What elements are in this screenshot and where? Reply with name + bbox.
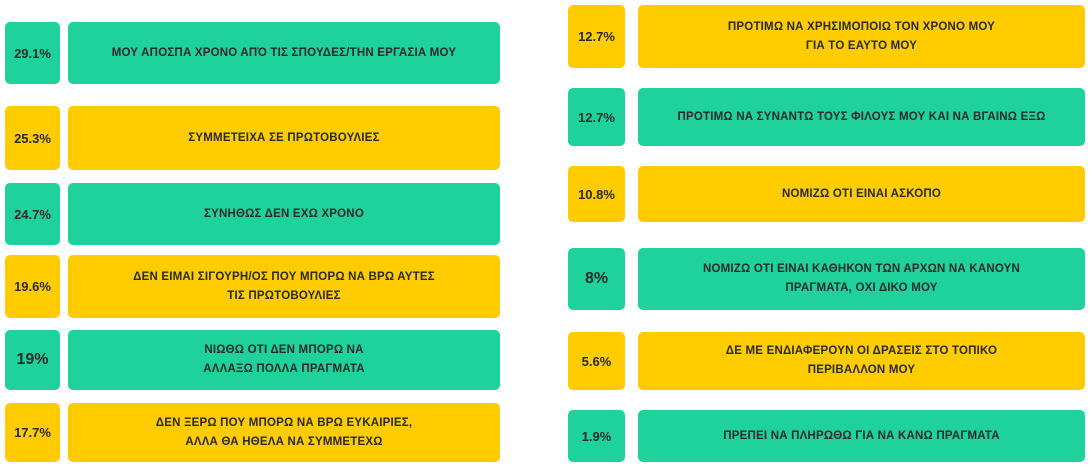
label-line: ΔΕΝ ΕΙΜΑΙ ΣΙΓΟΥΡΗ/ΟΣ ΠΟΥ ΜΠΟΡΩ ΝΑ ΒΡΩ ΑΥ… xyxy=(133,270,435,283)
label-box: ΝΟΜΙΖΩ ΟΤΙ ΕΙΝΑΙ ΚΑΘΗΚΟΝ ΤΩΝ ΑΡΧΩΝ ΝΑ ΚΑ… xyxy=(638,248,1085,310)
percent-box: 19% xyxy=(5,330,60,390)
label-line: ΑΛΛΑΞΩ ΠΟΛΛΑ ΠΡΑΓΜΑΤΑ xyxy=(203,363,365,375)
label-line: ΠΕΡΙΒΑΛΛΟΝ ΜΟΥ xyxy=(807,364,916,376)
label-box: ΔΕΝ ΞΕΡΩ ΠΟΥ ΜΠΟΡΩ ΝΑ ΒΡΩ ΕΥΚΑΙΡΙΕΣ, ΑΛΛΑ… xyxy=(68,403,500,462)
label-line: ΝΟΜΙΖΩ ΟΤΙ ΕΙΝΑΙ ΑΣΚΟΠΟ xyxy=(781,187,942,200)
label-line: ΝΙΩΘΩ ΟΤΙ ΔΕΝ ΜΠΟΡΩ ΝΑ xyxy=(204,344,364,356)
label-line: ΤΙΣ ΠΡΩΤΟΒΟΥΛΙΕΣ xyxy=(227,289,341,302)
percent-box: 12.7% xyxy=(568,5,625,68)
label-box: ΠΡΟΤΙΜΩ ΝΑ ΧΡΗΣΙΜΟΠΟΙΩ ΤΟΝ ΧΡΟΝΟ ΜΟΥ ΓΙΑ … xyxy=(638,5,1085,68)
label-box: ΠΡΕΠΕΙ ΝΑ ΠΛΗΡΩΘΩ ΓΙΑ ΝΑ ΚΑΝΩ ΠΡΑΓΜΑΤΑ xyxy=(638,410,1085,462)
percent-box: 25.3% xyxy=(5,106,60,170)
label-line: ΠΡΑΓΜΑΤΑ, ΟΧΙ ΔΙΚΟ ΜΟΥ xyxy=(785,282,938,294)
label-line: ΠΡΟΤΙΜΩ ΝΑ ΣΥΝΑΝΤΩ ΤΟΥΣ ΦΙΛΟΥΣ ΜΟΥ ΚΑΙ Ν… xyxy=(677,110,1046,123)
percent-box: 24.7% xyxy=(5,183,60,245)
label-box: ΝΟΜΙΖΩ ΟΤΙ ΕΙΝΑΙ ΑΣΚΟΠΟ xyxy=(638,166,1085,222)
label-line: ΜΟΥ ΑΠΟΣΠΑ ΧΡΟΝΟ ΑΠΌ ΤΙΣ ΣΠΟΥΔΕΣ/ΤΗΝ ΕΡΓ… xyxy=(111,46,457,59)
percent-box: 12.7% xyxy=(568,88,625,146)
label-box: ΔΕ ΜΕ ΕΝΔΙΑΦΕΡΟΥΝ ΟΙ ΔΡΑΣΕΙΣ ΣΤΟ ΤΟΠΙΚΟ Π… xyxy=(638,332,1085,390)
label-line: ΝΟΜΙΖΩ ΟΤΙ ΕΙΝΑΙ ΚΑΘΗΚΟΝ ΤΩΝ ΑΡΧΩΝ ΝΑ ΚΑ… xyxy=(702,263,1021,275)
label-line: ΠΡΕΠΕΙ ΝΑ ΠΛΗΡΩΘΩ ΓΙΑ ΝΑ ΚΑΝΩ ΠΡΑΓΜΑΤΑ xyxy=(723,429,1000,442)
percent-box: 8% xyxy=(568,248,625,310)
label-line: ΓΙΑ ΤΟ ΕΑΥΤΟ ΜΟΥ xyxy=(805,39,918,52)
percent-box: 5.6% xyxy=(568,332,625,390)
label-line: ΠΡΟΤΙΜΩ ΝΑ ΧΡΗΣΙΜΟΠΟΙΩ ΤΟΝ ΧΡΟΝΟ ΜΟΥ xyxy=(727,20,996,33)
label-box: ΣΥΝΗΘΩΣ ΔΕΝ ΕΧΩ ΧΡΟΝΟ xyxy=(68,183,500,245)
percent-box: 1.9% xyxy=(568,410,625,462)
percent-box: 10.8% xyxy=(568,166,625,222)
label-box: ΠΡΟΤΙΜΩ ΝΑ ΣΥΝΑΝΤΩ ΤΟΥΣ ΦΙΛΟΥΣ ΜΟΥ ΚΑΙ Ν… xyxy=(638,88,1085,146)
label-box: ΝΙΩΘΩ ΟΤΙ ΔΕΝ ΜΠΟΡΩ ΝΑ ΑΛΛΑΞΩ ΠΟΛΛΑ ΠΡΑΓΜ… xyxy=(68,330,500,390)
label-box: ΔΕΝ ΕΙΜΑΙ ΣΙΓΟΥΡΗ/ΟΣ ΠΟΥ ΜΠΟΡΩ ΝΑ ΒΡΩ ΑΥ… xyxy=(68,255,500,318)
label-box: ΜΟΥ ΑΠΟΣΠΑ ΧΡΟΝΟ ΑΠΌ ΤΙΣ ΣΠΟΥΔΕΣ/ΤΗΝ ΕΡΓ… xyxy=(68,22,500,84)
label-box: ΣΥΜΜΕΤΕΙΧΑ ΣΕ ΠΡΩΤΟΒΟΥΛΙΕΣ xyxy=(68,106,500,170)
label-line: ΑΛΛΑ ΘΑ ΗΘΕΛΑ ΝΑ ΣΥΜΜΕΤΕΧΩ xyxy=(185,435,383,448)
percent-box: 17.7% xyxy=(5,403,60,462)
label-line: ΣΥΝΗΘΩΣ ΔΕΝ ΕΧΩ ΧΡΟΝΟ xyxy=(204,207,364,220)
percent-box: 19.6% xyxy=(5,255,60,318)
label-line: ΔΕΝ ΞΕΡΩ ΠΟΥ ΜΠΟΡΩ ΝΑ ΒΡΩ ΕΥΚΑΙΡΙΕΣ, xyxy=(155,416,413,429)
label-line: ΔΕ ΜΕ ΕΝΔΙΑΦΕΡΟΥΝ ΟΙ ΔΡΑΣΕΙΣ ΣΤΟ ΤΟΠΙΚΟ xyxy=(725,345,998,357)
label-line: ΣΥΜΜΕΤΕΙΧΑ ΣΕ ΠΡΩΤΟΒΟΥΛΙΕΣ xyxy=(188,131,380,144)
percent-box: 29.1% xyxy=(5,22,60,84)
